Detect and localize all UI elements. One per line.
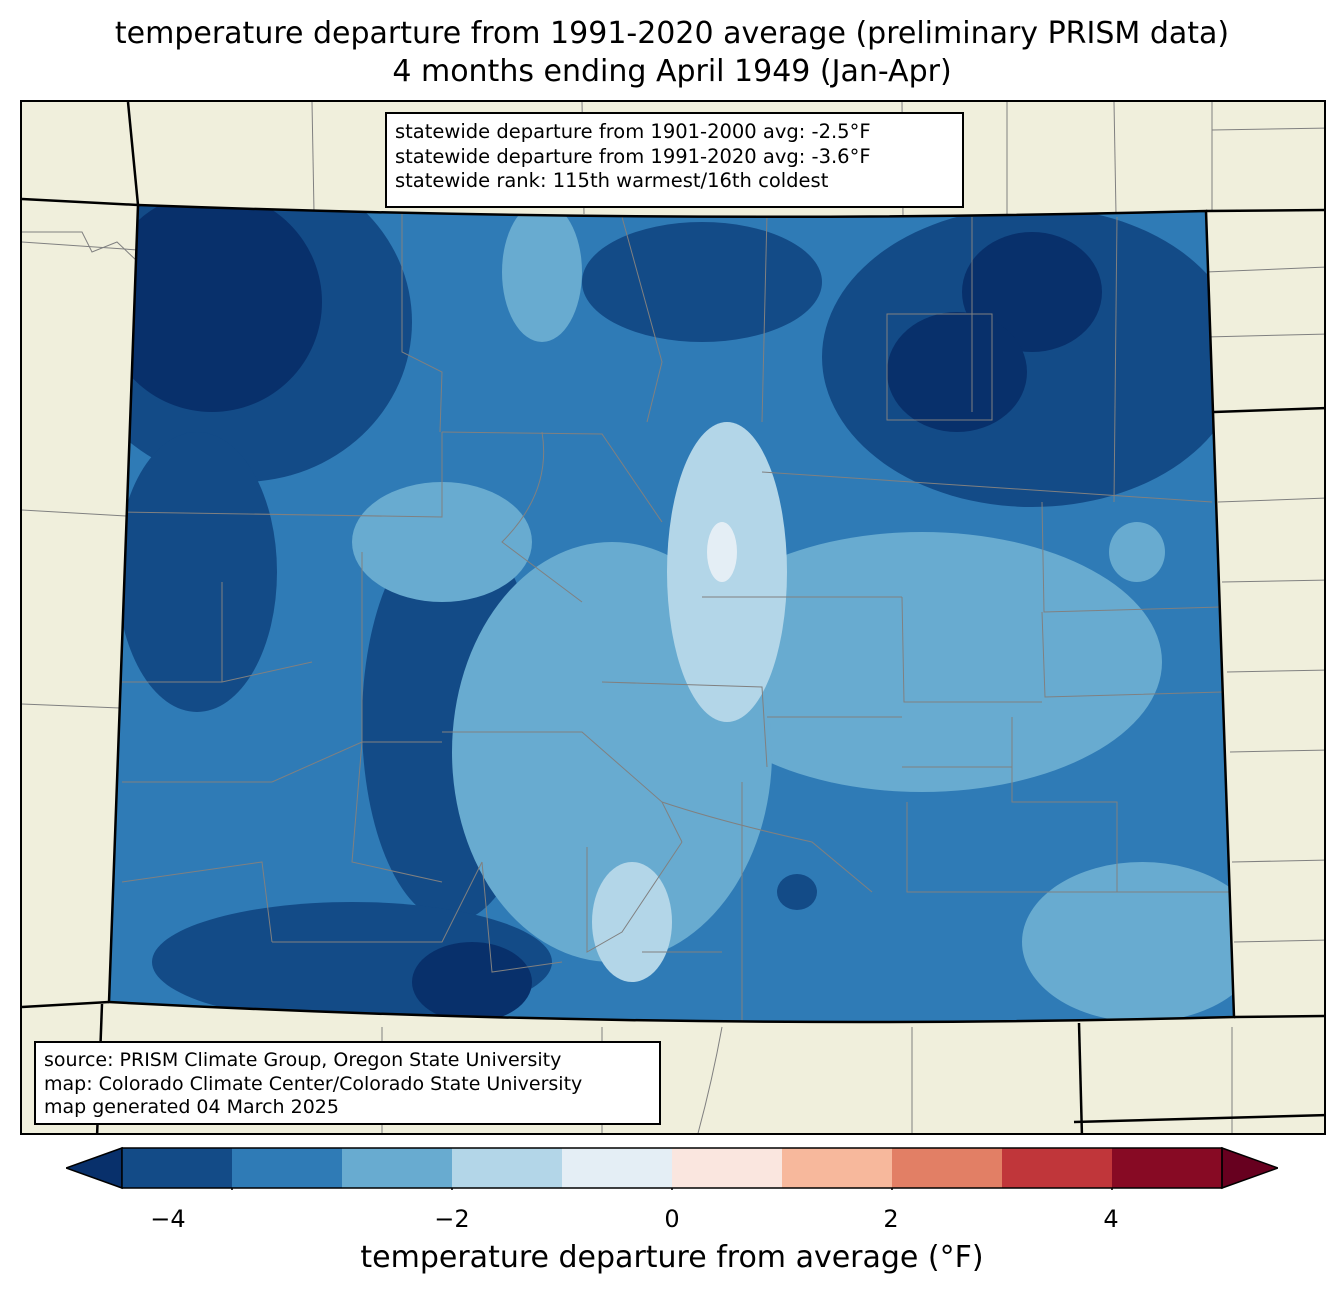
colorbar-segment [232,1148,343,1188]
colorbar-segment [452,1148,563,1188]
colorbar-label: temperature departure from average (°F) [360,1240,984,1275]
colorado-map [22,102,1324,1133]
contour-cold-north [582,222,822,342]
contour-cold-nw2 [109,205,322,412]
source-box: source: PRISM Climate Group, Oregon Stat… [34,1041,661,1125]
colorbar-segment [342,1148,453,1188]
map-frame: statewide departure from 1901-2000 avg: … [20,100,1326,1135]
colorbar-segment [672,1148,783,1188]
colorbar-tick-label: −4 [150,1205,186,1233]
contour-cold-se [777,874,817,910]
colorbar-under-arrow [66,1146,123,1190]
colorbar-segment [1002,1148,1113,1188]
contour-warm-spot [707,522,737,582]
colorado-county-lines [121,212,1232,1022]
stats-rank: statewide rank: 115th warmest/16th colde… [395,169,829,192]
contour-mid-spot [1109,522,1165,582]
map-subtitle: 4 months ending April 1949 (Jan-Apr) [392,54,952,89]
generated-date-line: map generated 04 March 2025 [44,1096,339,1118]
temperature-contours [109,205,1234,1022]
contour-cold-west [117,432,277,712]
contour-cold-ne2 [962,232,1102,352]
source-line: source: PRISM Climate Group, Oregon Stat… [44,1049,562,1071]
colorbar-segment [122,1148,233,1188]
contour-mid-se [1022,862,1234,1022]
colorbar-over-arrow [1221,1146,1278,1190]
statewide-stats-box: statewide departure from 1901-2000 avg: … [385,112,964,208]
contour-cold-ne3 [887,312,1027,432]
stats-departure-1991-2020: statewide departure from 1991-2020 avg: … [395,144,871,168]
contour-cold-ne [822,207,1234,507]
contour-mid-west [352,482,532,602]
colorbar-segment [892,1148,1003,1188]
colorbar-segment [562,1148,673,1188]
colorbar-tick-label: 4 [1103,1205,1119,1233]
colorbar-tick-label: 0 [664,1205,680,1233]
contour-cold-sw2 [412,942,532,1022]
colorbar-tick-label: −2 [434,1205,470,1233]
colorbar-segment [782,1148,893,1188]
contour-warm-south [592,862,672,982]
stats-departure-1901-2000: statewide departure from 1901-2000 avg: … [395,120,871,143]
colorbar-segment [1112,1148,1223,1188]
colorbar-tick-label: 2 [883,1205,899,1233]
contour-mid-nc [502,205,582,342]
colorado-border [107,203,1236,1024]
colorbar [66,1146,1278,1190]
map-title: temperature departure from 1991-2020 ave… [114,16,1230,51]
map-credit-line: map: Colorado Climate Center/Colorado St… [44,1072,583,1095]
